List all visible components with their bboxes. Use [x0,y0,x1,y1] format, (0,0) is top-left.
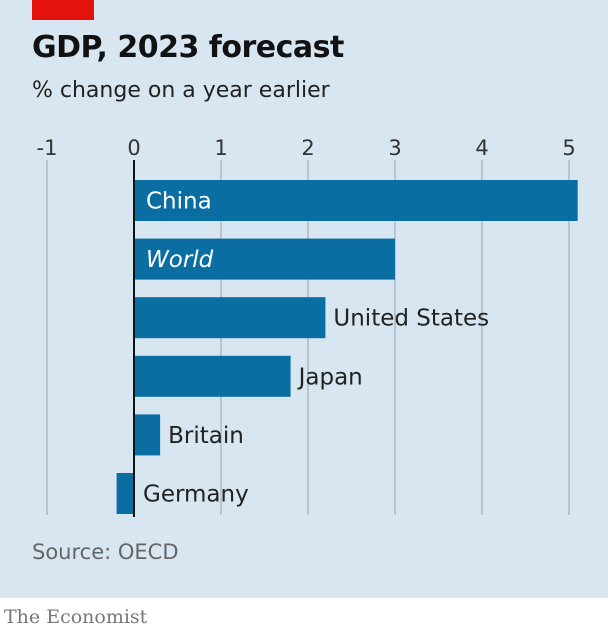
x-tick-label: 0 [127,136,140,160]
bar-label: Japan [297,364,363,390]
bar-label: Britain [168,423,244,449]
bar-germany [116,473,134,514]
bar-united-states [134,297,326,339]
x-tick-label: 5 [562,136,575,160]
brand-logo: The Economist [4,606,148,628]
bar-japan [134,355,291,397]
x-tick-label: 4 [475,136,488,160]
bar-label: China [146,189,212,215]
x-tick-label: 3 [388,136,401,160]
bar-britain [134,414,161,456]
bar-label: United States [333,306,489,332]
bar-chart: -1 0 1 2 3 4 5 China World United States Japan Brit… [37,136,578,517]
bar-label: World [146,247,214,273]
bar-label: Germany [143,482,249,508]
x-tick-label: -1 [37,136,58,160]
bar-world [134,238,395,280]
chart-subtitle: % change on a year earlier [32,78,330,103]
chart-title: GDP, 2023 forecast [32,30,344,65]
source-note: Source: OECD [32,540,179,564]
brand-red-tag [32,0,94,20]
bar-china [134,180,578,221]
x-tick-label: 2 [301,136,314,160]
x-tick-label: 1 [214,136,227,160]
